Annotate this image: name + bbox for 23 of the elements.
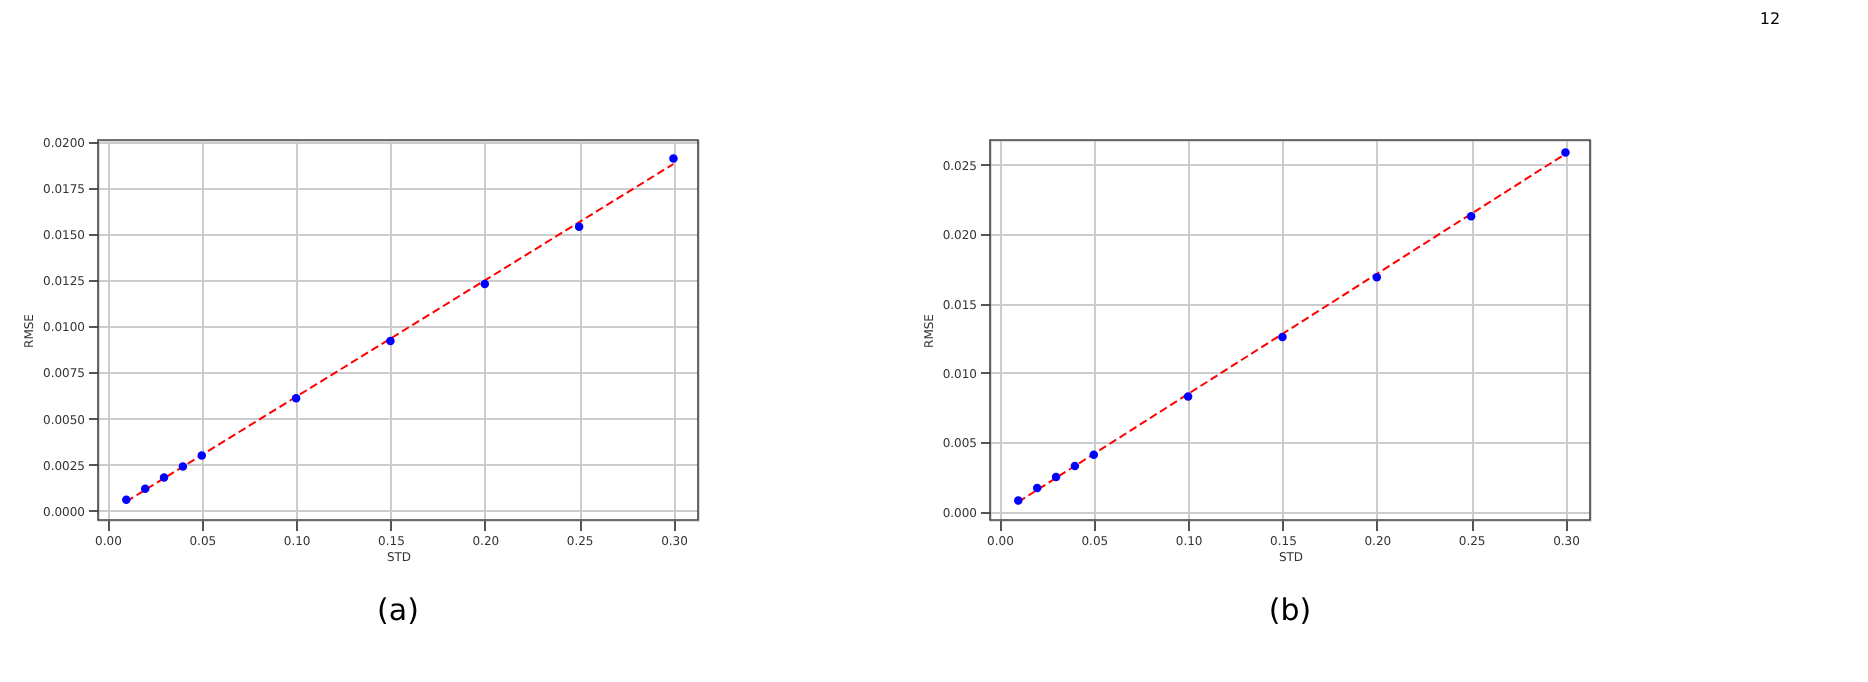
point	[480, 279, 490, 289]
point	[1014, 496, 1023, 505]
point	[1466, 212, 1476, 221]
point	[1278, 332, 1287, 342]
point	[1183, 392, 1193, 401]
point	[1051, 472, 1061, 482]
point	[140, 484, 150, 493]
point	[574, 222, 584, 231]
point	[386, 336, 395, 346]
point	[122, 495, 131, 504]
point	[197, 451, 207, 460]
text: (b)	[1268, 592, 1312, 628]
point	[159, 473, 169, 482]
point	[1032, 483, 1042, 493]
point	[1561, 148, 1570, 157]
point	[1372, 273, 1382, 282]
point	[1089, 450, 1099, 460]
point	[178, 462, 188, 471]
point	[1070, 461, 1080, 471]
text: 12	[1759, 10, 1781, 28]
point	[291, 394, 301, 403]
point	[669, 154, 678, 163]
text: (a)	[377, 592, 419, 628]
